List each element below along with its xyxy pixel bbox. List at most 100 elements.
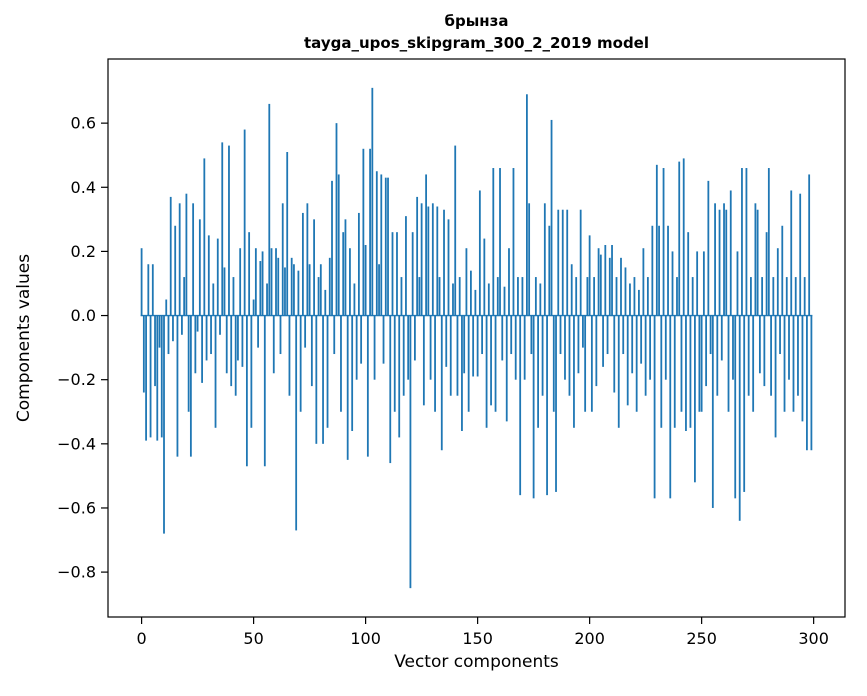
bar xyxy=(286,152,289,316)
bar xyxy=(454,145,457,316)
bar xyxy=(463,315,466,374)
bar xyxy=(470,270,472,316)
bar xyxy=(319,264,322,316)
bar xyxy=(216,238,219,316)
bar xyxy=(456,315,459,396)
bar xyxy=(418,277,421,316)
bar xyxy=(427,206,430,316)
bar xyxy=(653,315,656,499)
bar xyxy=(723,203,725,316)
bar xyxy=(203,158,206,316)
bar xyxy=(490,315,492,406)
bar xyxy=(405,216,407,316)
bar xyxy=(340,315,342,412)
bar xyxy=(741,168,743,316)
bar xyxy=(389,315,392,464)
bar xyxy=(523,315,526,380)
bar xyxy=(770,315,772,396)
bar xyxy=(550,119,553,316)
bar xyxy=(629,283,631,316)
bar xyxy=(147,264,150,316)
bar xyxy=(210,315,212,355)
x-tick-label: 100 xyxy=(350,629,381,648)
bar xyxy=(765,232,768,316)
bar xyxy=(530,315,533,355)
bar xyxy=(241,315,244,367)
bar xyxy=(346,315,349,460)
bar xyxy=(685,315,687,431)
bar xyxy=(400,277,403,316)
bar xyxy=(593,277,596,316)
bar xyxy=(378,264,380,316)
bar xyxy=(758,315,761,374)
bar xyxy=(270,248,273,316)
bar xyxy=(230,315,233,387)
y-tick-label: −0.8 xyxy=(57,563,96,582)
bar xyxy=(519,315,522,496)
bar xyxy=(219,315,221,335)
bar xyxy=(275,248,277,316)
bar xyxy=(322,315,324,444)
bar xyxy=(373,315,376,380)
bar xyxy=(257,315,259,348)
bar xyxy=(716,315,719,396)
bar xyxy=(279,315,282,355)
bar xyxy=(662,168,665,316)
bar xyxy=(301,212,304,316)
bar xyxy=(167,315,170,355)
bar xyxy=(360,315,363,364)
bar xyxy=(160,315,163,438)
bar xyxy=(727,315,730,412)
bar xyxy=(725,209,728,316)
bar xyxy=(474,289,477,316)
bar xyxy=(306,203,309,316)
bar xyxy=(624,267,627,316)
bar xyxy=(145,315,147,441)
bar xyxy=(801,315,804,422)
bar xyxy=(673,315,676,428)
bar xyxy=(503,286,506,316)
bar xyxy=(718,209,721,316)
bar xyxy=(745,168,748,316)
y-tick-label: −0.2 xyxy=(57,370,96,389)
bar xyxy=(254,248,257,316)
bar xyxy=(642,248,645,316)
bar xyxy=(714,203,716,316)
bar xyxy=(517,277,519,316)
bar xyxy=(337,174,340,316)
bar xyxy=(176,315,179,457)
bar xyxy=(178,203,181,316)
bar xyxy=(181,315,183,335)
bar xyxy=(539,283,542,316)
bar xyxy=(505,315,508,422)
bar xyxy=(559,315,562,355)
bar xyxy=(626,315,629,406)
bar xyxy=(375,171,378,316)
y-tick-label: 0.6 xyxy=(71,114,96,133)
bar xyxy=(436,206,439,316)
bar xyxy=(781,225,784,316)
y-axis-label: Components values xyxy=(14,253,34,423)
bar xyxy=(250,315,253,428)
bar xyxy=(149,315,152,438)
bar xyxy=(622,315,625,355)
bar xyxy=(349,248,351,316)
bar xyxy=(140,248,143,316)
bar xyxy=(478,190,481,316)
bar xyxy=(711,315,714,508)
bar xyxy=(422,315,425,406)
bar xyxy=(467,315,470,412)
bar xyxy=(696,251,699,316)
bar xyxy=(371,87,374,316)
bar xyxy=(528,203,531,316)
bar xyxy=(676,277,678,316)
bar xyxy=(496,277,499,316)
bar xyxy=(756,209,759,316)
bar xyxy=(239,248,242,316)
bar xyxy=(243,129,246,316)
bar xyxy=(646,277,649,316)
bar xyxy=(698,315,701,412)
bar xyxy=(351,315,354,431)
bar xyxy=(304,315,307,348)
